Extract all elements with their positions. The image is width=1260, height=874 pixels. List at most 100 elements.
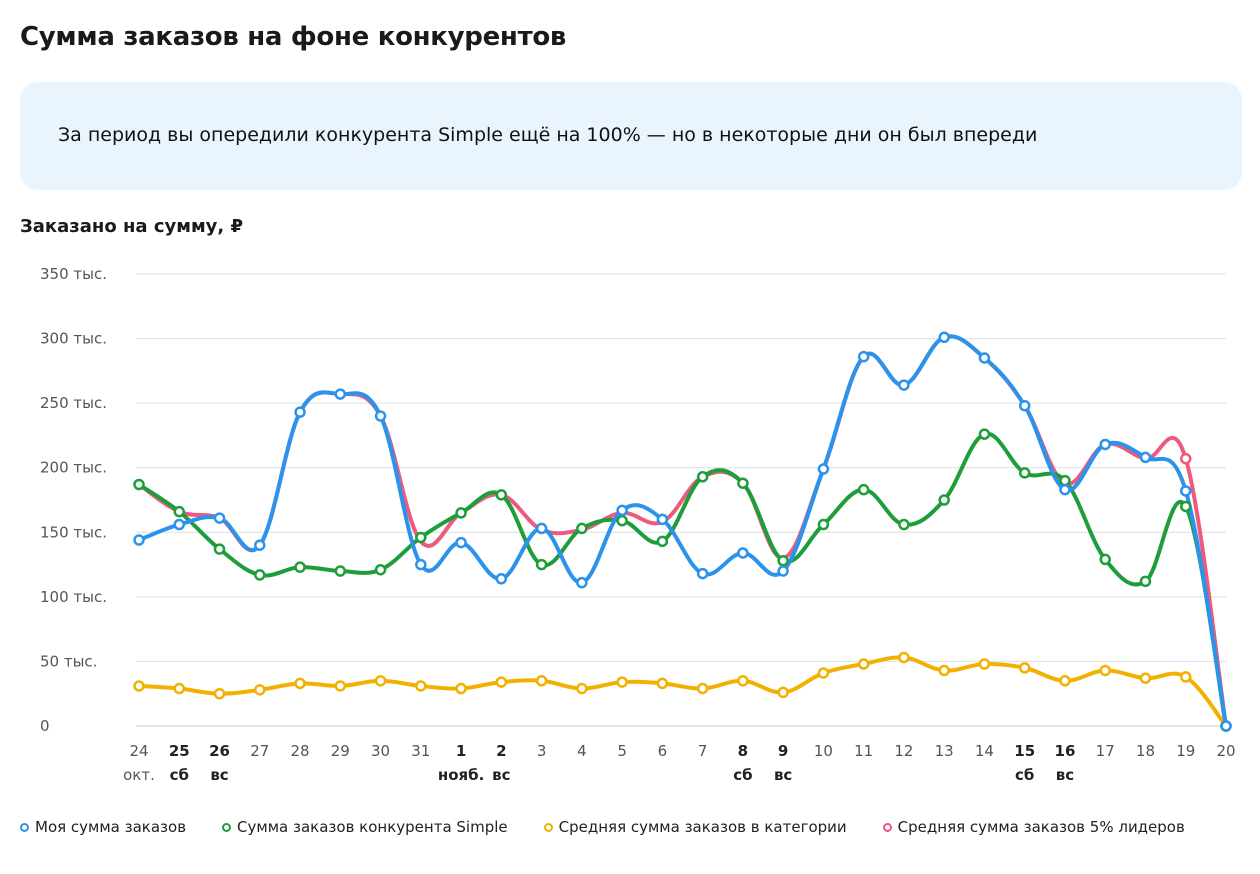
data-point [737,675,749,687]
data-point [374,563,387,576]
data-point [254,569,266,581]
x-tick-label: 31 [411,742,430,760]
x-tick-label: 17 [1096,742,1115,760]
x-tick-sublabel: вс [492,766,510,784]
insight-banner: За период вы опередили конкурента Simple… [20,82,1242,190]
x-tick-label: 7 [698,742,708,760]
x-tick-sublabel: сб [1015,766,1034,784]
data-point [1018,467,1031,479]
data-point [173,682,186,695]
data-point [1059,483,1071,496]
data-point [1179,500,1192,513]
data-point [938,331,950,344]
data-point [535,522,548,535]
data-point [415,558,427,571]
data-point [576,576,588,589]
data-point [1139,451,1152,464]
data-point [1220,720,1232,732]
data-point [737,477,749,489]
chart-legend: Моя сумма заказов Сумма заказов конкурен… [20,818,1185,836]
data-point [1139,575,1152,588]
data-point [978,428,991,440]
legend-item-competitor[interactable]: Сумма заказов конкурента Simple [222,818,508,836]
legend-marker-icon [20,822,29,832]
x-tick-label: 11 [854,742,873,760]
data-point [737,547,749,559]
y-tick-label: 0 [40,717,50,735]
series-line [138,334,1228,727]
y-tick-label: 200 тыс. [40,459,107,477]
x-tick-label: 16 [1055,742,1076,760]
legend-item-leaders[interactable]: Средняя сумма заказов 5% лидеров [882,818,1185,836]
data-point [495,489,508,501]
data-point [857,483,870,496]
data-point [173,505,186,518]
data-point [415,531,427,544]
data-point [455,536,467,549]
data-point [133,534,145,546]
x-tick-sublabel: нояб. [438,766,484,784]
data-point [696,471,709,483]
legend-item-my[interactable]: Моя сумма заказов [20,818,186,836]
chart-title: Заказано на сумму, ₽ [20,216,244,237]
data-point [294,561,306,573]
data-point [656,513,669,526]
y-tick-label: 350 тыс. [40,265,107,283]
legend-marker-icon [222,822,232,832]
data-point [415,680,427,692]
data-point [938,494,950,506]
x-tick-label: 20 [1216,742,1235,760]
insight-text: За период вы опередили конкурента Simple… [58,124,1038,146]
legend-item-category[interactable]: Средняя сумма заказов в категории [543,818,847,836]
data-point [294,677,306,690]
data-point [898,518,910,531]
data-point [455,682,467,695]
x-tick-label: 2 [496,742,506,760]
data-point [656,535,669,548]
x-tick-label: 28 [290,742,309,760]
x-tick-sublabel: сб [733,766,752,784]
x-tick-label: 9 [778,742,788,760]
data-point [1099,438,1111,451]
data-point [1179,671,1192,683]
x-tick-label: 25 [169,742,190,760]
y-tick-label: 300 тыс. [40,330,107,348]
data-point [374,675,387,687]
data-point [817,463,830,475]
x-tick-label: 29 [331,742,350,760]
data-point [1099,664,1111,677]
x-tick-sublabel: окт. [123,766,155,784]
data-point [576,682,588,695]
data-point [1059,474,1071,487]
series-line [138,655,1228,728]
data-point [777,554,789,567]
x-tick-sublabel: вс [210,766,228,784]
data-point [978,658,991,670]
data-point [133,478,145,491]
x-tick-label: 10 [814,742,833,760]
data-point [535,558,548,571]
page-title: Сумма заказов на фоне конкурентов [20,22,567,52]
y-tick-label: 250 тыс. [40,394,107,412]
data-point [213,687,226,700]
x-tick-label: 13 [935,742,954,760]
x-tick-label: 26 [209,742,230,760]
data-point [1179,485,1192,497]
data-point [254,684,266,696]
x-tick-label: 30 [371,742,390,760]
x-tick-sublabel: вс [1056,766,1074,784]
data-point [1139,672,1152,684]
series-line [137,334,1228,727]
x-tick-label: 18 [1136,742,1155,760]
data-point [374,410,387,422]
x-tick-label: 24 [129,742,148,760]
data-point [898,379,910,391]
data-point [857,350,870,363]
legend-marker-icon [882,822,892,832]
data-point [857,658,870,670]
y-tick-label: 50 тыс. [40,652,97,670]
y-tick-label: 150 тыс. [40,523,107,541]
data-point [938,664,950,677]
data-point [616,514,628,527]
